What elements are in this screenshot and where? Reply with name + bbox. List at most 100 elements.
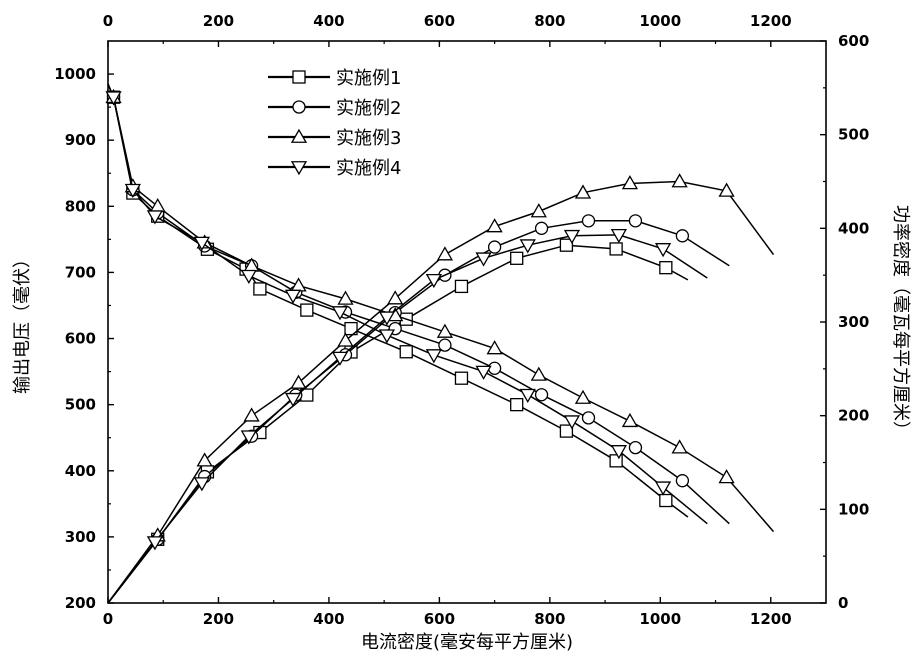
x-bottom-tick-label: 400 bbox=[313, 610, 344, 628]
x-bottom-tick-label: 1200 bbox=[750, 610, 792, 628]
y-left-tick-label: 500 bbox=[65, 396, 96, 414]
voltage-point bbox=[519, 388, 536, 404]
y-right-tick-label: 600 bbox=[838, 32, 869, 50]
power-point bbox=[581, 214, 596, 228]
power-line-series-2 bbox=[107, 220, 730, 604]
voltage-point bbox=[563, 415, 581, 430]
power-point bbox=[675, 229, 690, 243]
voltage-point bbox=[337, 290, 354, 305]
y-left-tick-label: 900 bbox=[65, 131, 96, 149]
power-point bbox=[534, 221, 549, 235]
voltage-point bbox=[378, 329, 396, 344]
voltage-point bbox=[671, 439, 688, 454]
y-left-tick-label: 1000 bbox=[54, 65, 96, 83]
power-point bbox=[331, 351, 349, 366]
power-point bbox=[654, 243, 672, 258]
power-point bbox=[718, 182, 735, 197]
voltage-point bbox=[487, 361, 502, 375]
legend: 实施例1 实施例2 实施例3 实施例4 bbox=[268, 68, 401, 179]
legend-marker-triangle-down bbox=[290, 161, 308, 176]
x-bottom-tick-label: 0 bbox=[103, 610, 113, 628]
x-top-tick-label: 600 bbox=[424, 12, 455, 30]
power-point bbox=[240, 430, 257, 445]
x-bottom-tick-label: 800 bbox=[534, 610, 565, 628]
voltage-point bbox=[193, 236, 211, 251]
series-4 bbox=[105, 83, 708, 604]
x-top-tick-label: 1200 bbox=[750, 12, 792, 30]
x-bottom-tick-label: 600 bbox=[424, 610, 455, 628]
power-point bbox=[243, 407, 260, 422]
voltage-point bbox=[105, 91, 122, 106]
power-point bbox=[290, 374, 307, 389]
voltage-point bbox=[399, 345, 413, 359]
power-point bbox=[196, 452, 213, 467]
x-top-tick-label: 1000 bbox=[639, 12, 681, 30]
voltage-point bbox=[621, 412, 639, 428]
voltage-point bbox=[124, 183, 141, 199]
power-point bbox=[284, 392, 302, 408]
voltage-point bbox=[659, 493, 673, 508]
voltage-point bbox=[718, 469, 735, 484]
voltage-point bbox=[146, 210, 164, 225]
y-left-tick-label: 300 bbox=[65, 528, 96, 546]
legend-marker-circle bbox=[292, 100, 306, 114]
legend-marker-square bbox=[292, 70, 306, 84]
legend-label: 实施例3 bbox=[336, 128, 401, 149]
power-point bbox=[559, 238, 574, 252]
legend-entry-2: 实施例2 bbox=[268, 98, 401, 119]
voltage-point bbox=[486, 340, 503, 355]
power-line-series-4 bbox=[107, 234, 708, 604]
power-point bbox=[425, 273, 442, 289]
voltage-line-series-2 bbox=[107, 83, 730, 525]
power-point bbox=[454, 279, 469, 294]
power-point bbox=[486, 218, 503, 233]
power-point bbox=[193, 477, 211, 492]
y-right-tick-label: 400 bbox=[838, 219, 869, 237]
y-left-tick-label: 600 bbox=[65, 330, 96, 348]
legend-label: 实施例4 bbox=[336, 158, 401, 179]
y-right-tick-label: 200 bbox=[838, 407, 869, 425]
voltage-point bbox=[628, 440, 643, 455]
voltage-point bbox=[574, 389, 592, 404]
y-right-tick-label: 100 bbox=[838, 500, 869, 518]
voltage-point bbox=[331, 306, 349, 321]
voltage-point bbox=[654, 481, 672, 496]
voltage-line-series-4 bbox=[107, 83, 708, 525]
series-layer bbox=[105, 83, 775, 604]
voltage-point bbox=[149, 197, 166, 213]
voltage-point bbox=[559, 424, 574, 438]
legend-entry-1: 实施例1 bbox=[268, 68, 401, 89]
power-point bbox=[609, 242, 623, 256]
y-left-tick-label: 800 bbox=[65, 197, 96, 215]
voltage-point bbox=[581, 411, 596, 425]
axes: 0020020040040060060080080010001000120012… bbox=[54, 12, 869, 628]
y-left-tick-label: 700 bbox=[65, 263, 96, 281]
power-point bbox=[378, 311, 396, 326]
legend-entry-3: 实施例3 bbox=[268, 128, 401, 149]
x-bottom-tick-label: 1000 bbox=[639, 610, 681, 628]
plot-frame bbox=[107, 40, 827, 604]
left-y-axis-title: 输出电压（毫伏） bbox=[12, 250, 33, 394]
power-point bbox=[659, 261, 673, 275]
y-left-tick-label: 400 bbox=[65, 462, 96, 480]
power-point bbox=[337, 332, 354, 347]
voltage-point bbox=[475, 365, 492, 380]
x-top-tick-label: 800 bbox=[534, 12, 565, 30]
power-point bbox=[530, 203, 547, 218]
x-top-tick-label: 0 bbox=[103, 12, 113, 30]
power-point bbox=[574, 184, 592, 199]
series-2 bbox=[106, 83, 730, 604]
right-y-axis-title: 功率密度（毫瓦每平方厘米） bbox=[890, 205, 911, 439]
power-point bbox=[436, 246, 454, 261]
power-point bbox=[563, 229, 581, 245]
power-point bbox=[519, 239, 536, 254]
legend-label: 实施例2 bbox=[336, 98, 401, 119]
voltage-point bbox=[300, 303, 314, 317]
voltage-point bbox=[534, 388, 549, 402]
voltage-point bbox=[344, 321, 358, 336]
voltage-point bbox=[253, 282, 267, 296]
voltage-point bbox=[530, 366, 547, 381]
voltage-point bbox=[438, 338, 452, 352]
x-axis-title: 电流密度(毫安每平方厘米) bbox=[361, 632, 573, 653]
